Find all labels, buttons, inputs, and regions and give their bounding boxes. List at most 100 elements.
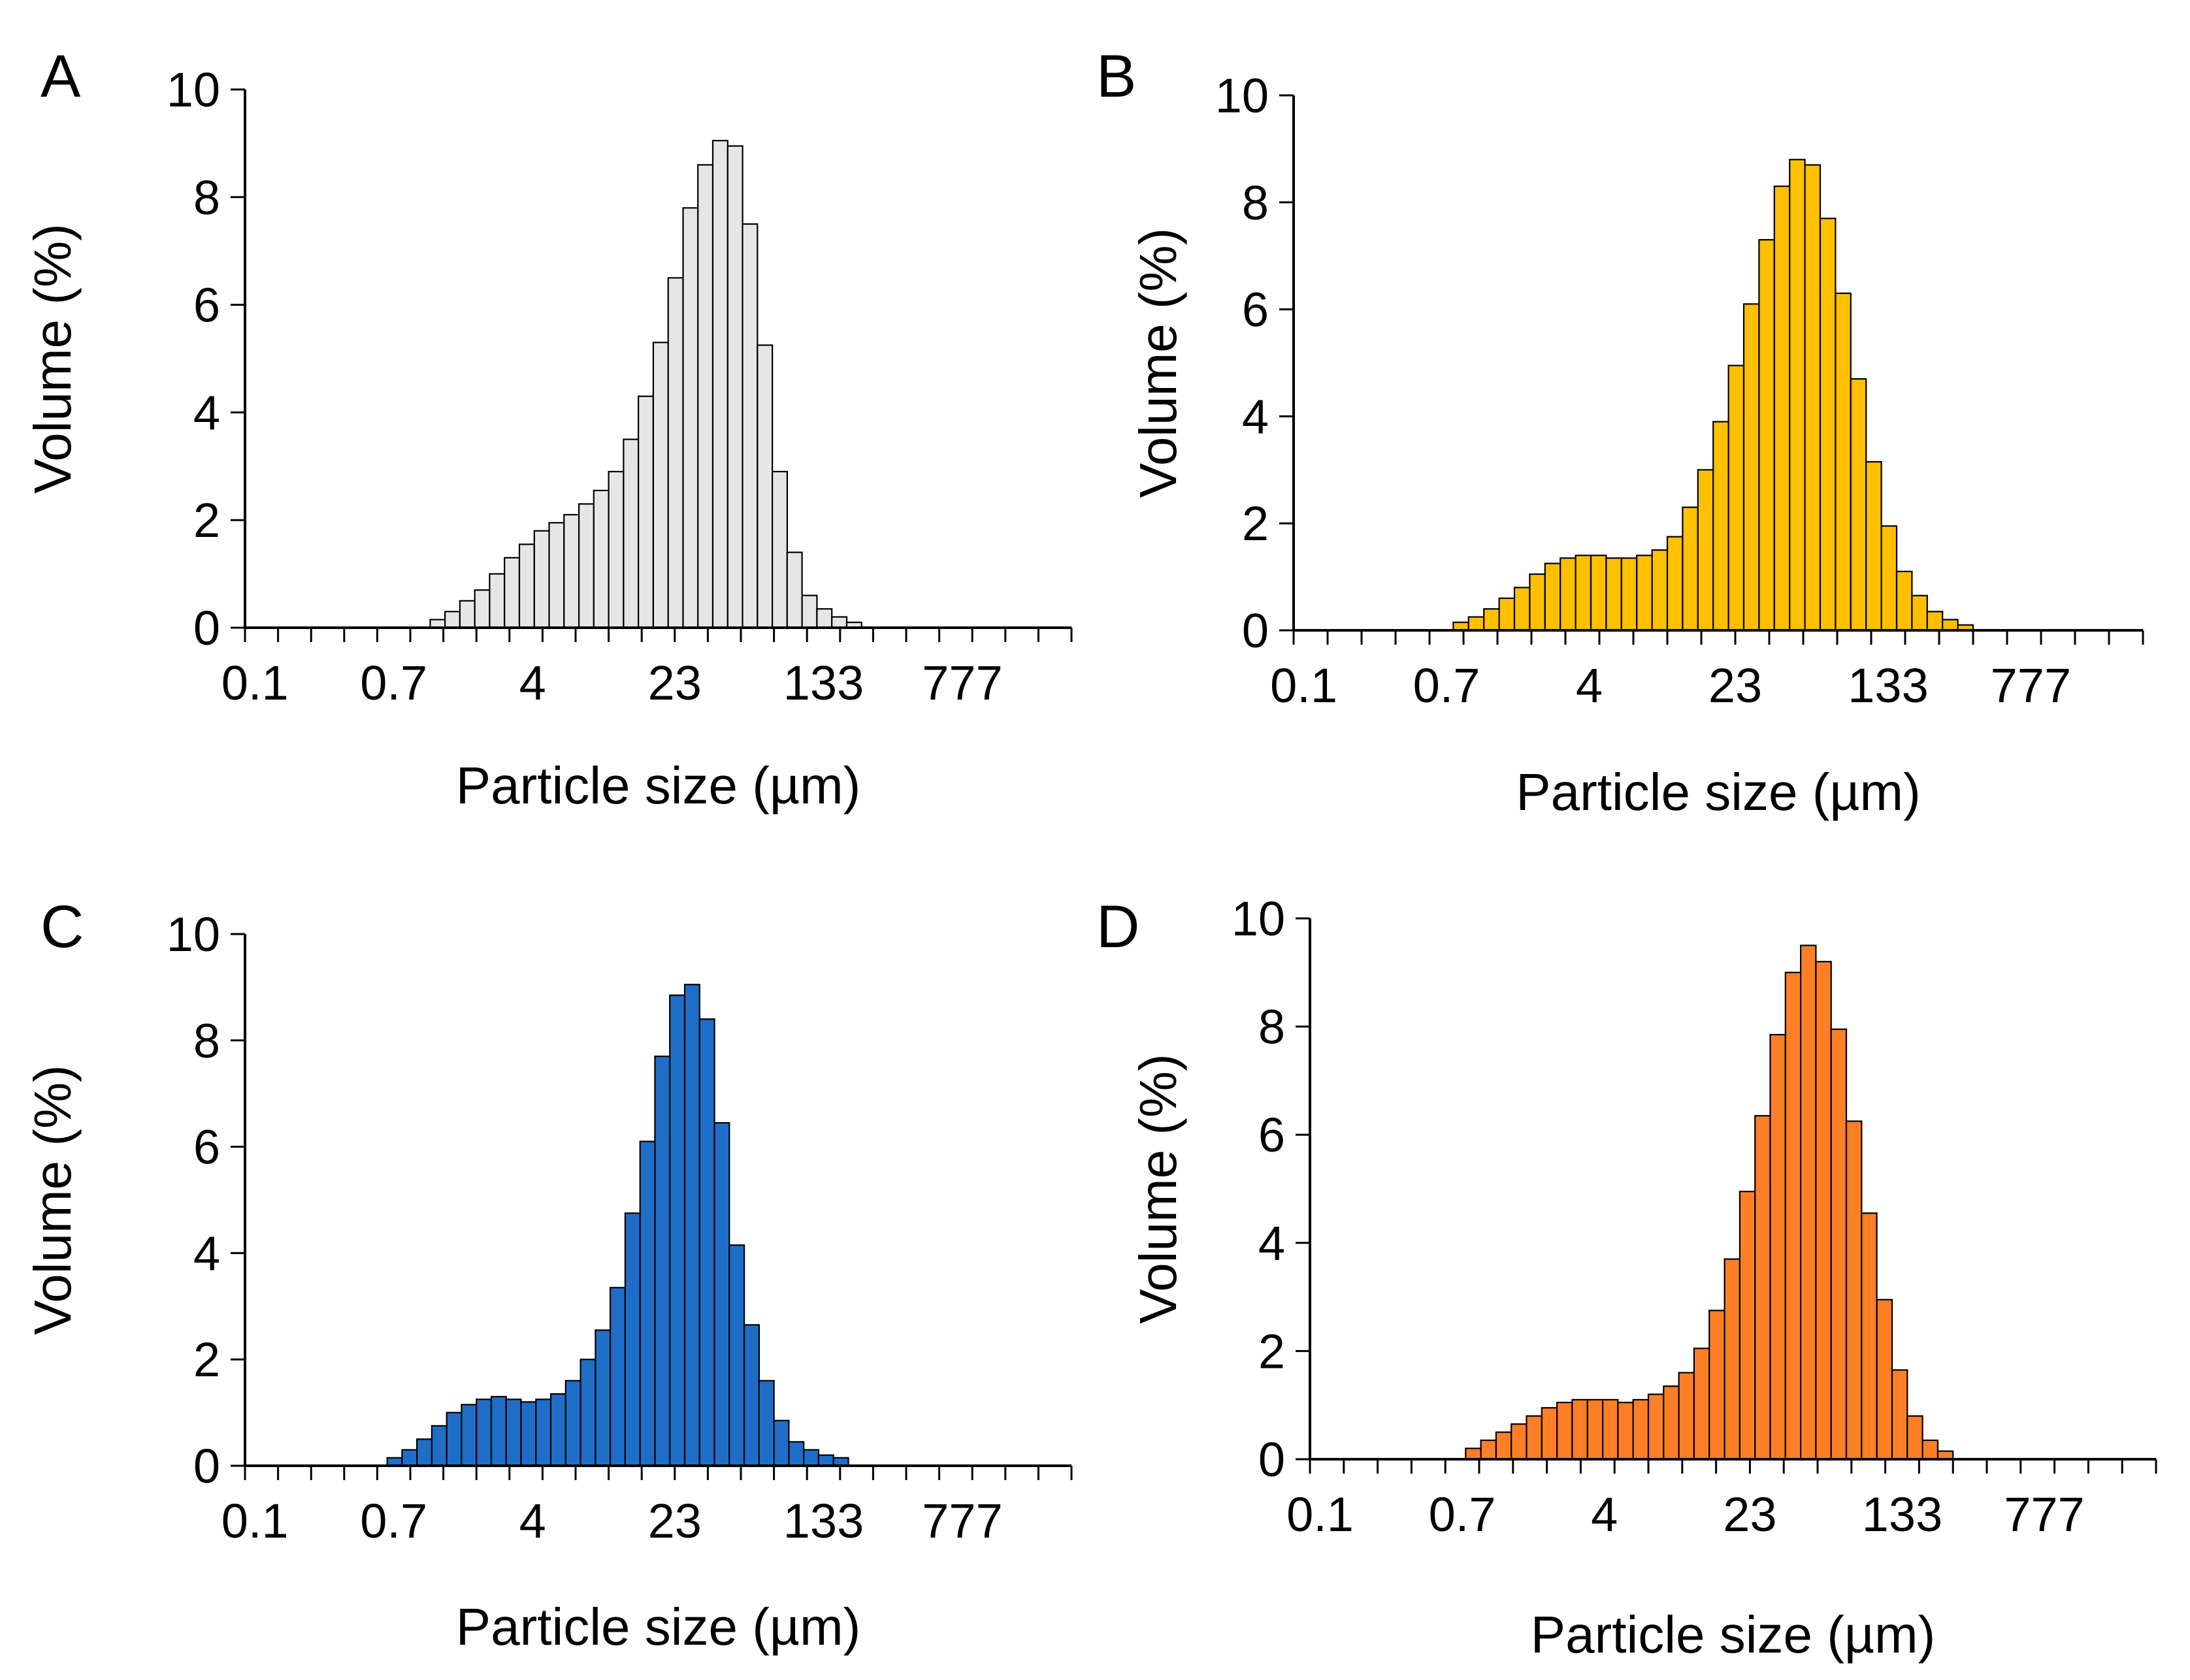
y-tick-label: 10 — [167, 63, 220, 117]
bar-a-14 — [637, 395, 654, 629]
bar-c-2 — [416, 1438, 433, 1467]
bar-b-25 — [1835, 292, 1852, 632]
bar-d-17 — [1724, 1258, 1741, 1461]
x-tick-label: 4 — [1591, 1487, 1618, 1542]
bar-c-11 — [549, 1393, 566, 1467]
x-tick-label: 23 — [648, 1494, 702, 1548]
bar-d-30 — [1921, 1439, 1939, 1461]
x-tick-label: 0.1 — [1286, 1487, 1354, 1542]
x-tick-label: 133 — [1848, 658, 1928, 713]
bar-d-2 — [1495, 1431, 1512, 1461]
bar-c-20 — [683, 984, 700, 1467]
bar-b-9 — [1590, 555, 1607, 632]
bar-d-11 — [1632, 1398, 1650, 1461]
y-tick-label: 10 — [1232, 892, 1285, 946]
y-tick-label: 6 — [193, 1120, 220, 1174]
y-tick-label: 10 — [167, 907, 220, 961]
y-tick-label: 4 — [1242, 389, 1269, 444]
bar-a-12 — [608, 470, 625, 629]
x-tick-label: 0.7 — [1413, 658, 1480, 713]
x-tick-label: 23 — [1723, 1487, 1776, 1542]
bar-c-28 — [802, 1449, 819, 1467]
bar-a-5 — [504, 557, 521, 629]
panel-letter-b: B — [1096, 43, 1136, 110]
bar-b-12 — [1636, 555, 1653, 632]
bar-b-10 — [1605, 557, 1622, 632]
bar-a-10 — [578, 503, 595, 629]
chart-panel-a: A 0 2 4 6 8 10 0.1 0.7 4 23 133 777 Particle size (µm… — [24, 43, 1073, 815]
bar-b-6 — [1544, 562, 1561, 632]
bar-d-22 — [1800, 945, 1817, 1461]
bar-d-7 — [1571, 1398, 1588, 1461]
bar-c-1 — [401, 1449, 418, 1467]
bar-d-20 — [1769, 1033, 1786, 1461]
panel-letter-a: A — [41, 43, 81, 110]
bar-d-16 — [1708, 1310, 1725, 1461]
bar-b-27 — [1865, 460, 1882, 632]
y-tick-label: 4 — [193, 1226, 220, 1280]
chart-panel-c: C 0 2 4 6 8 10 0.1 0.7 4 23 133 777 Particle size (µm… — [24, 894, 1073, 1656]
bar-d-15 — [1693, 1348, 1710, 1461]
bar-a-2 — [459, 600, 476, 629]
bar-d-23 — [1815, 961, 1832, 1461]
bar-d-21 — [1784, 971, 1802, 1461]
bar-c-16 — [624, 1212, 641, 1467]
bar-d-13 — [1663, 1385, 1680, 1461]
bar-a-18 — [697, 164, 714, 629]
bar-a-19 — [711, 140, 728, 629]
x-tick-label: 23 — [1708, 658, 1762, 713]
bar-d-28 — [1891, 1369, 1908, 1461]
bar-c-19 — [669, 994, 686, 1467]
bar-d-10 — [1617, 1402, 1634, 1461]
y-axis-title: Volume (%) — [1129, 1054, 1187, 1323]
bar-b-30 — [1911, 594, 1928, 632]
bar-b-15 — [1682, 506, 1699, 632]
x-tick-label: 133 — [783, 1494, 864, 1548]
bar-a-1 — [444, 611, 461, 629]
chart-panel-d: D 0 2 4 6 8 10 0.1 0.7 4 23 133 777 Particle size (µm… — [1096, 892, 2157, 1664]
bar-b-8 — [1575, 555, 1592, 632]
bar-a-25 — [801, 594, 818, 629]
bar-c-23 — [728, 1244, 745, 1467]
bar-b-14 — [1666, 536, 1684, 632]
y-tick-label: 0 — [1258, 1432, 1285, 1487]
bar-c-3 — [431, 1425, 448, 1467]
bar-b-5 — [1529, 573, 1546, 632]
bar-c-18 — [654, 1056, 671, 1467]
y-tick-label: 10 — [1215, 69, 1269, 123]
bar-d-18 — [1739, 1190, 1756, 1461]
x-tick-label: 777 — [2004, 1487, 2084, 1542]
bar-a-7 — [533, 530, 550, 629]
bar-b-26 — [1850, 378, 1867, 632]
bar-a-11 — [593, 489, 610, 629]
bar-b-23 — [1804, 164, 1822, 632]
y-tick-label: 2 — [1242, 496, 1269, 551]
bar-c-27 — [788, 1441, 805, 1467]
bar-a-23 — [771, 470, 788, 629]
bar-d-29 — [1906, 1415, 1923, 1461]
y-tick-label: 2 — [193, 493, 220, 547]
bar-d-14 — [1678, 1372, 1695, 1461]
bar-d-19 — [1754, 1115, 1771, 1461]
bar-b-29 — [1895, 570, 1913, 632]
bar-b-22 — [1789, 159, 1806, 632]
bar-c-14 — [595, 1329, 612, 1467]
x-tick-label: 0.7 — [360, 1494, 427, 1548]
y-tick-label: 4 — [193, 385, 220, 440]
y-tick-label: 8 — [1242, 176, 1269, 230]
bar-c-6 — [476, 1398, 493, 1467]
bar-d-26 — [1861, 1212, 1878, 1461]
bar-b-28 — [1880, 525, 1898, 632]
x-tick-label: 0.7 — [1429, 1487, 1496, 1542]
bar-b-3 — [1498, 597, 1516, 632]
bar-c-12 — [564, 1380, 581, 1467]
x-axis-title: Particle size (µm) — [1531, 1606, 1936, 1664]
bar-d-4 — [1526, 1415, 1543, 1461]
y-axis-title: Volume (%) — [1129, 228, 1187, 498]
y-tick-label: 6 — [1258, 1108, 1285, 1162]
bar-d-0 — [1465, 1447, 1482, 1461]
bar-b-18 — [1727, 364, 1745, 632]
bar-a-27 — [831, 616, 848, 629]
y-tick-label: 0 — [193, 1439, 220, 1493]
